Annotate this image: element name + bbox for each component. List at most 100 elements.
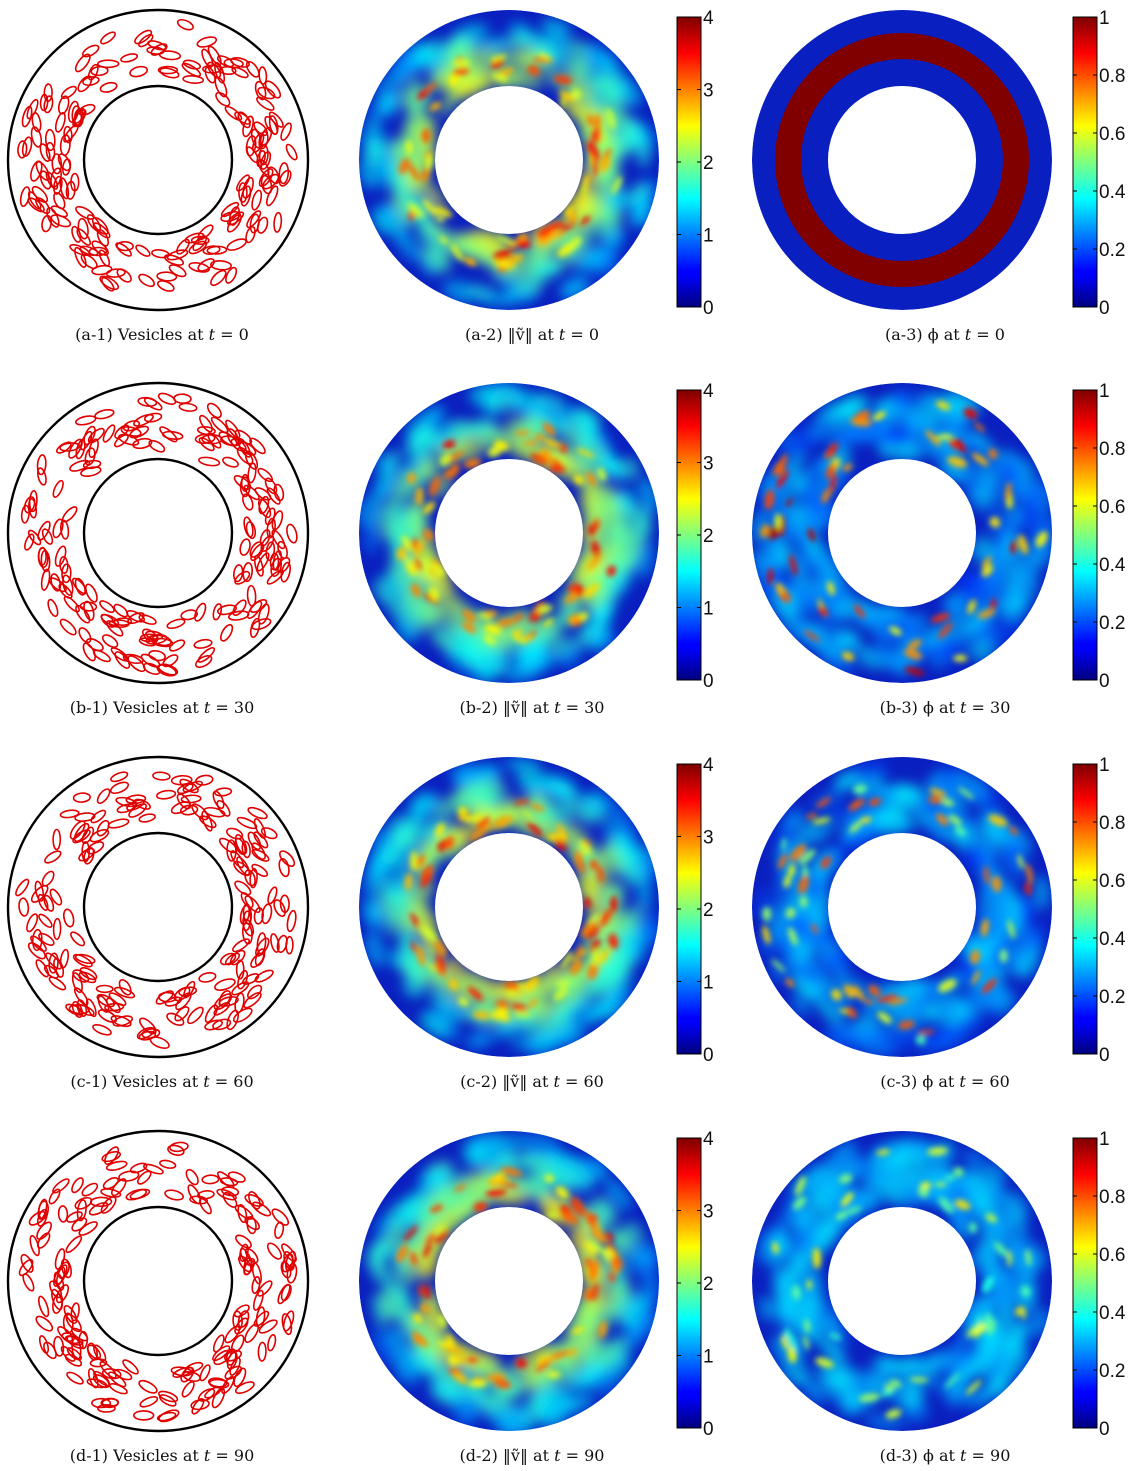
vesicle — [168, 639, 186, 652]
phi-field — [752, 10, 1052, 310]
vesicle — [133, 1410, 155, 1421]
vesicle — [225, 266, 238, 284]
panel-vesicles: (d-1) Vesicles at t = 90 — [6, 1129, 310, 1465]
vesicle — [226, 827, 244, 840]
vesicle — [270, 933, 280, 953]
vesicle — [43, 83, 53, 103]
vesicle — [216, 604, 238, 616]
colorbar-tick-label: 3 — [703, 828, 714, 849]
vesicle — [76, 1199, 87, 1222]
vesicle — [204, 1019, 223, 1031]
vesicle — [75, 604, 91, 624]
vesicle — [231, 66, 249, 79]
vesicle — [59, 442, 81, 452]
vesicle — [57, 1205, 69, 1223]
vesicle — [273, 483, 285, 502]
vesicle — [280, 122, 292, 141]
panel-caption: (d-1) Vesicles at t = 90 — [70, 1446, 255, 1465]
vesicle — [92, 222, 111, 239]
caption-t-value: 0 — [589, 325, 599, 344]
vesicle — [208, 1378, 230, 1389]
vesicle — [88, 246, 108, 257]
caption-t-symbol: t = — [960, 1446, 990, 1465]
vesicle — [252, 1289, 264, 1311]
vesicle — [138, 614, 157, 625]
vesicle — [157, 280, 175, 292]
vesicle — [196, 425, 216, 436]
vesicle — [250, 543, 265, 562]
vesicle — [122, 1359, 139, 1375]
vesicle — [260, 827, 278, 840]
velocity-field — [359, 383, 659, 683]
vesicle — [247, 984, 263, 1000]
vesicle — [17, 140, 28, 159]
vesicle — [207, 1377, 228, 1388]
vesicle — [281, 1313, 293, 1336]
vesicle — [251, 1262, 262, 1285]
velocity-field — [359, 757, 659, 1057]
vesicle — [225, 419, 241, 439]
vesicle — [173, 393, 192, 405]
vesicle — [64, 1335, 84, 1346]
vesicle — [109, 1382, 128, 1395]
colorbar-tick-label: 2 — [703, 1274, 714, 1295]
colorbar-tick-label: 3 — [703, 1202, 714, 1223]
caption-t-symbol: t = — [553, 1072, 583, 1091]
vesicle — [40, 549, 51, 573]
vesicle — [91, 216, 109, 235]
vesicle — [232, 938, 250, 953]
vesicle — [184, 1361, 204, 1374]
caption-t-value: 90 — [990, 1446, 1010, 1465]
vesicle — [99, 1361, 117, 1379]
vesicle — [240, 473, 250, 492]
caption-t-value: 90 — [234, 1446, 254, 1465]
vesicle — [239, 1243, 249, 1262]
vesicle — [83, 600, 95, 621]
caption-t-symbol: t = — [959, 1072, 989, 1091]
vesicle — [100, 1397, 119, 1409]
vesicle — [30, 126, 43, 148]
vesicle — [53, 1335, 65, 1357]
vesicle — [45, 952, 63, 970]
vesicle — [19, 186, 31, 207]
vesicle — [159, 67, 180, 79]
vesicle — [71, 1337, 82, 1361]
vesicle — [79, 245, 99, 257]
vesicle — [195, 654, 213, 669]
vesicle — [50, 205, 68, 218]
vesicle — [54, 112, 66, 133]
vesicle — [240, 185, 252, 207]
vesicle — [156, 271, 178, 282]
vesicle — [99, 275, 120, 291]
caption-t-value: 60 — [989, 1072, 1009, 1091]
colorbar-tick-label: 1 — [703, 973, 714, 994]
vesicle — [190, 1399, 210, 1411]
caption-t-symbol: t = — [203, 1072, 233, 1091]
vesicle — [212, 603, 223, 621]
vesicle — [71, 1177, 84, 1194]
vesicle — [145, 630, 164, 640]
vesicle — [247, 1191, 261, 1210]
caption-text: ‖ṽ‖ at — [503, 1446, 554, 1465]
vesicle — [255, 937, 270, 957]
vesicle — [214, 978, 236, 991]
vesicle — [138, 1030, 157, 1041]
vesicle — [232, 1310, 243, 1331]
vesicle — [80, 253, 98, 270]
vesicle — [254, 969, 274, 983]
vesicle — [249, 599, 268, 613]
vesicle — [159, 1159, 177, 1169]
vesicle — [41, 528, 54, 545]
vesicle — [230, 850, 245, 869]
vesicle — [118, 1170, 140, 1182]
phi-colorbar — [1072, 1137, 1098, 1429]
vesicle — [234, 880, 252, 896]
panel-vesicles: (a-1) Vesicles at t = 0 — [6, 8, 310, 344]
vesicle — [178, 402, 198, 412]
vesicle — [251, 848, 270, 862]
vesicle — [214, 787, 233, 797]
vesicle — [109, 781, 130, 795]
vesicle — [216, 1188, 237, 1201]
vesicle — [155, 990, 174, 1005]
vesicle — [98, 249, 111, 267]
